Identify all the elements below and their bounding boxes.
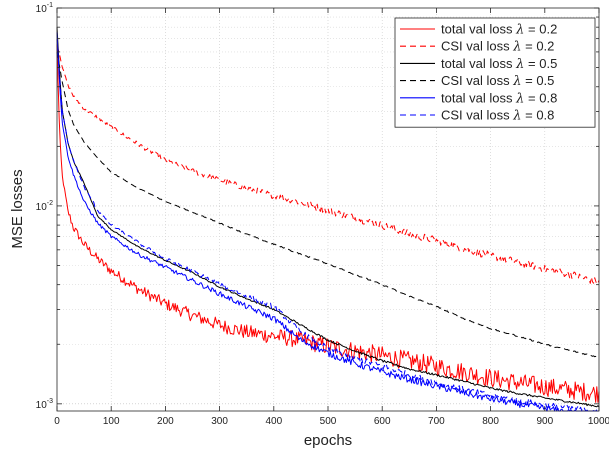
legend-entry-3: total val loss λ = 0.5	[441, 56, 557, 72]
series-line-2	[56, 45, 600, 285]
x-tick-label: 200	[157, 416, 174, 427]
y-tick-label: 10-2	[36, 200, 53, 213]
x-tick-label: 300	[211, 416, 228, 427]
legend-entry-4: CSI val loss λ = 0.5	[441, 73, 554, 89]
x-tick-label: 100	[103, 416, 120, 427]
legend-entry-1: total val loss λ = 0.2	[441, 22, 557, 38]
x-tick-label: 1000	[588, 416, 609, 427]
x-tick-label: 800	[482, 416, 499, 427]
series-line-6	[56, 39, 600, 412]
x-tick-label: 500	[320, 416, 337, 427]
x-axis-label: epochs	[304, 432, 352, 449]
legend-entry-2: CSI val loss λ = 0.2	[441, 39, 554, 55]
series-line-3	[56, 27, 600, 408]
series-line-5	[56, 32, 599, 412]
tick-labels: 0 100 200 300 400 500 600 700 800 900 1000 10-3 10-2…	[36, 2, 609, 427]
series-layer	[56, 27, 600, 412]
series-line-1	[56, 44, 600, 403]
x-tick-label: 900	[536, 416, 553, 427]
series-line-4	[56, 51, 600, 359]
x-tick-label: 700	[428, 416, 445, 427]
ticks	[56, 7, 600, 411]
y-axis-label: MSE losses	[9, 169, 26, 248]
legend-box	[394, 17, 596, 128]
x-tick-label: 0	[54, 416, 60, 427]
y-tick-label: 10-3	[36, 398, 53, 411]
x-tick-label: 400	[265, 416, 282, 427]
x-tick-label: 600	[374, 416, 391, 427]
legend-entry-5: total val loss λ = 0.8	[441, 90, 557, 106]
legend-entry-6: CSI val loss λ = 0.8	[441, 108, 554, 124]
y-tick-label: 10-1	[36, 2, 53, 15]
